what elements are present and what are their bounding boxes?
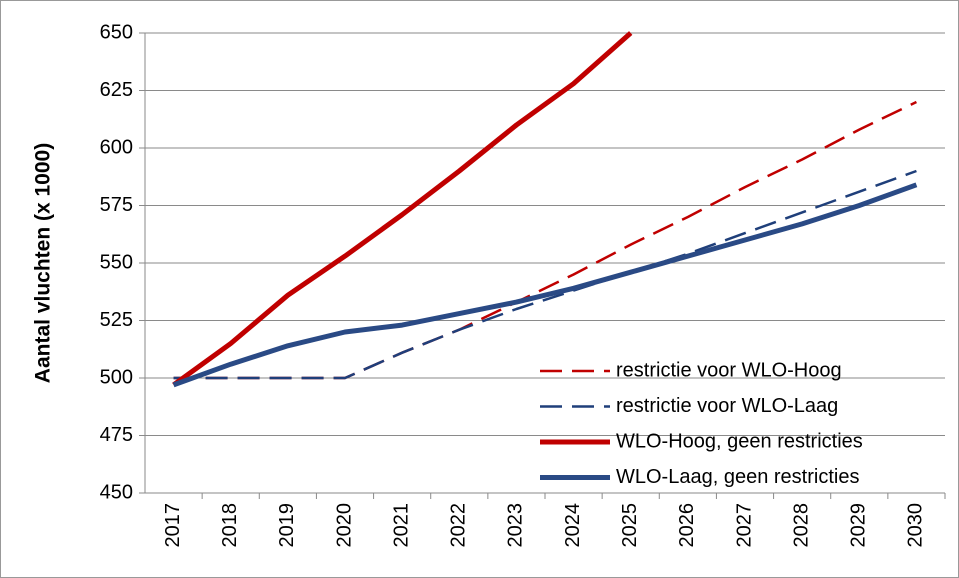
x-tick-label: 2025 bbox=[619, 503, 641, 548]
x-tick-label: 2020 bbox=[333, 503, 355, 548]
series-line bbox=[172, 182, 918, 388]
x-tick-label: 2024 bbox=[562, 503, 584, 548]
x-tick-label: 2023 bbox=[505, 503, 527, 548]
y-tick-label: 525 bbox=[100, 309, 133, 331]
series-line bbox=[172, 31, 633, 387]
x-tick-label: 2029 bbox=[848, 503, 870, 548]
x-tick-label: 2017 bbox=[162, 503, 184, 548]
x-tick-label: 2018 bbox=[219, 503, 241, 548]
y-tick-label: 450 bbox=[100, 481, 133, 503]
series-line bbox=[173, 100, 917, 380]
y-tick-label: 625 bbox=[100, 79, 133, 101]
x-tick-label: 2019 bbox=[276, 503, 298, 548]
y-axis-label: Aantal vluchten (x 1000) bbox=[32, 143, 55, 383]
x-tick-label: 2022 bbox=[448, 503, 470, 548]
y-tick-label: 600 bbox=[100, 136, 133, 158]
y-tick-label: 475 bbox=[100, 424, 133, 446]
legend-label: restrictie voor WLO-Laag bbox=[616, 395, 838, 417]
x-tick-label: 2021 bbox=[390, 503, 412, 548]
y-tick-label: 575 bbox=[100, 194, 133, 216]
y-tick-label: 500 bbox=[100, 366, 133, 388]
legend-label: WLO-Hoog, geen restricties bbox=[616, 430, 863, 452]
y-tick-label: 550 bbox=[100, 251, 133, 273]
legend-label: WLO-Laag, geen restricties bbox=[616, 466, 859, 488]
x-tick-label: 2027 bbox=[733, 503, 755, 548]
x-tick-label: 2030 bbox=[905, 503, 927, 548]
y-tick-label: 650 bbox=[100, 21, 133, 43]
legend-label: restrictie voor WLO-Hoog bbox=[616, 359, 842, 381]
series-line bbox=[173, 169, 917, 380]
x-tick-label: 2026 bbox=[676, 503, 698, 548]
x-tick-label: 2028 bbox=[790, 503, 812, 548]
